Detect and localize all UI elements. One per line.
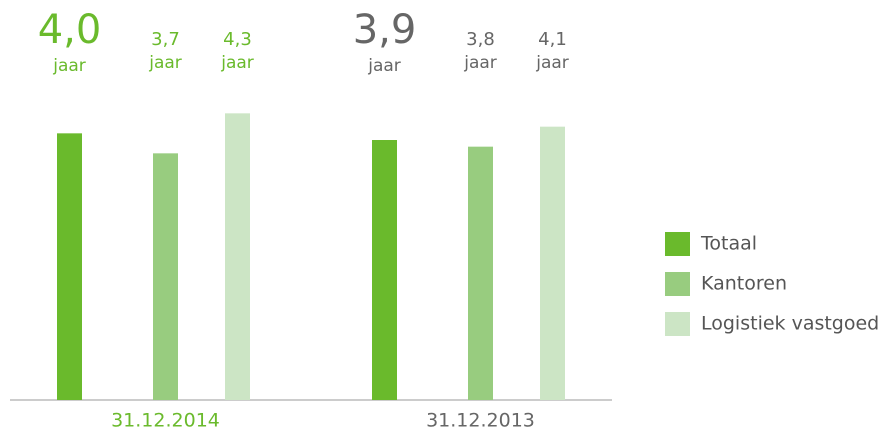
x-tick-label: 31.12.2014 <box>111 410 220 432</box>
value-label: 4,1 <box>538 29 567 50</box>
value-label: 3,7 <box>151 29 180 50</box>
legend-swatch <box>665 272 690 296</box>
bar <box>468 146 493 400</box>
bar <box>153 153 178 400</box>
value-unit: jaar <box>535 53 569 73</box>
value-label: 3,8 <box>466 29 495 50</box>
bar <box>57 133 82 401</box>
legend-label: Kantoren <box>701 273 787 295</box>
value-unit: jaar <box>367 56 401 76</box>
legend-label: Totaal <box>700 233 757 255</box>
legend-label: Logistiek vastgoed <box>701 313 879 335</box>
value-unit: jaar <box>220 53 254 73</box>
legend-swatch <box>665 312 690 336</box>
bar <box>540 126 565 401</box>
value-label: 3,9 <box>353 7 417 53</box>
x-tick-label: 31.12.2013 <box>426 410 535 432</box>
value-unit: jaar <box>148 53 182 73</box>
bar <box>372 140 397 400</box>
value-label: 4,0 <box>38 7 102 53</box>
value-label: 4,3 <box>223 29 252 50</box>
value-unit: jaar <box>463 53 497 73</box>
value-unit: jaar <box>52 56 86 76</box>
legend-swatch <box>665 232 690 256</box>
bar <box>225 113 250 400</box>
